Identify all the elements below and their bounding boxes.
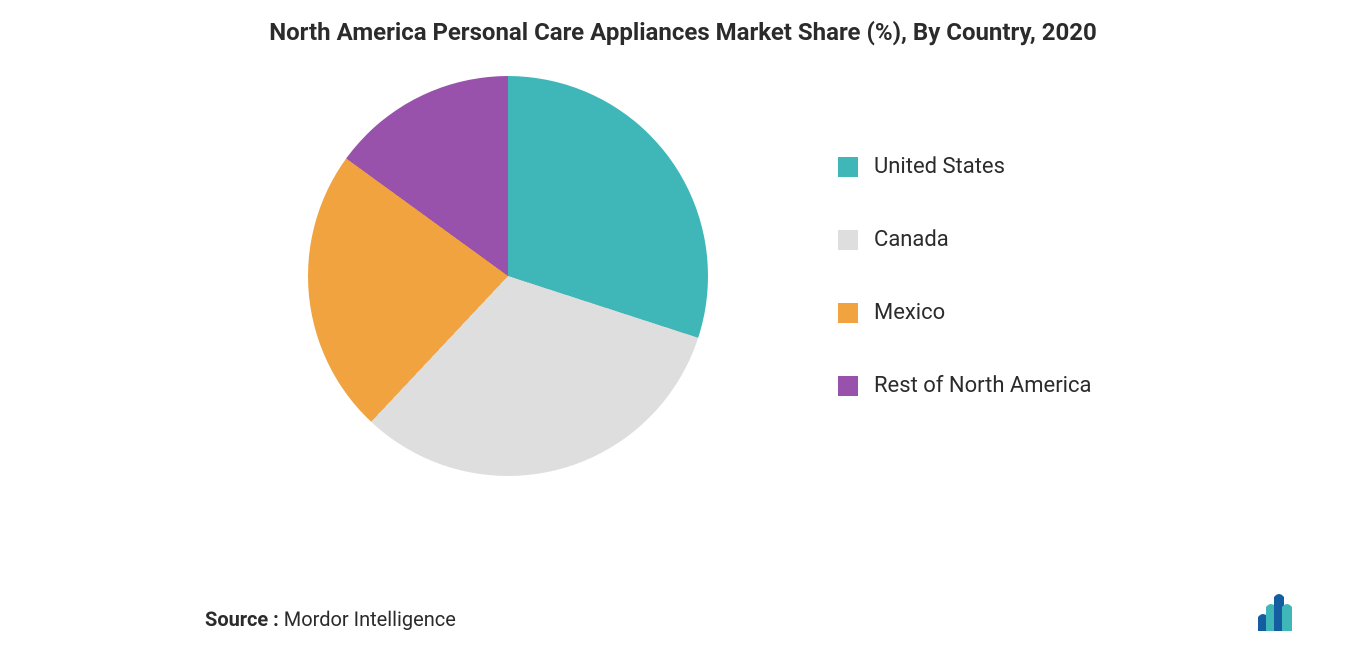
legend-item: Canada: [838, 227, 1118, 252]
legend-swatch: [838, 376, 858, 396]
source-label: Source :: [205, 607, 279, 631]
legend-swatch: [838, 157, 858, 177]
legend-label: Mexico: [874, 300, 945, 325]
legend-item: Rest of North America: [838, 373, 1118, 398]
legend-label: Rest of North America: [874, 373, 1092, 398]
legend-item: United States: [838, 154, 1118, 179]
pie-chart: [308, 76, 708, 476]
legend-item: Mexico: [838, 300, 1118, 325]
chart-area: United States Canada Mexico Rest of North A…: [0, 76, 1366, 476]
pie-graphic: [308, 76, 708, 476]
source-attribution: Source : Mordor Intelligence: [205, 607, 456, 631]
source-text: Mordor Intelligence: [284, 607, 456, 631]
legend-label: Canada: [874, 227, 949, 252]
chart-title: North America Personal Care Appliances M…: [0, 0, 1366, 46]
legend-label: United States: [874, 154, 1005, 179]
legend-swatch: [838, 230, 858, 250]
brand-logo-icon: [1258, 591, 1336, 633]
legend-swatch: [838, 303, 858, 323]
chart-legend: United States Canada Mexico Rest of North A…: [838, 154, 1118, 398]
